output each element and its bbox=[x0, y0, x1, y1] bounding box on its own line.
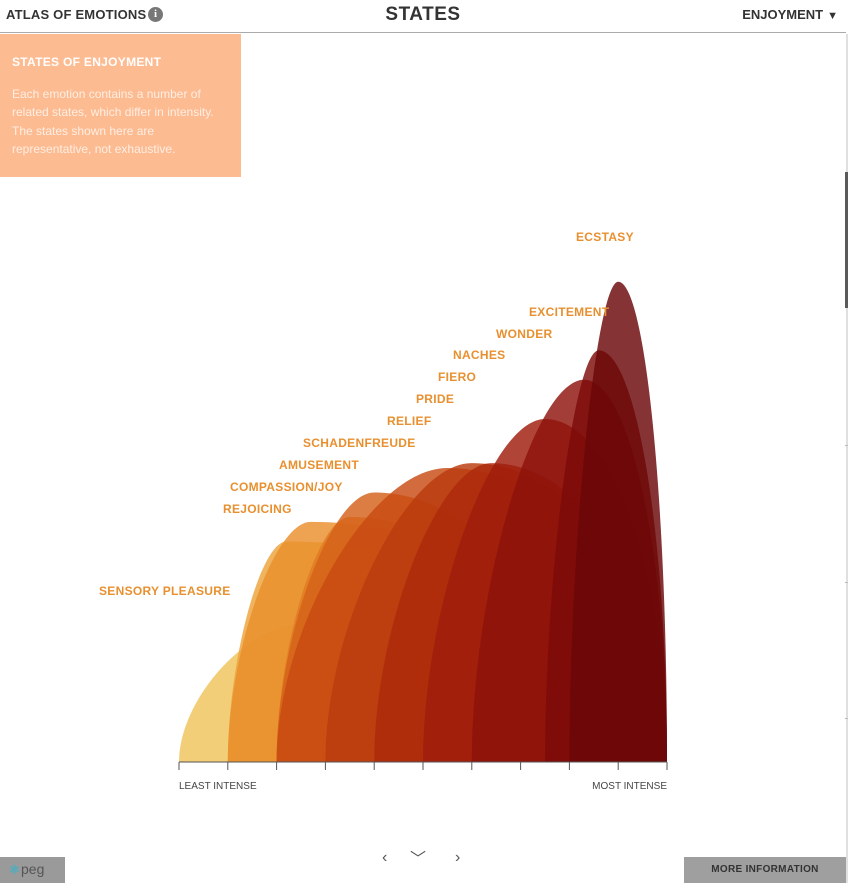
state-label[interactable]: RELIEF bbox=[387, 414, 431, 428]
scroll-divider bbox=[845, 445, 848, 446]
next-arrow-icon[interactable]: › bbox=[455, 849, 461, 866]
peg-logo[interactable]: ✱ peg bbox=[0, 857, 65, 883]
states-chart: SENSORY PLEASURE REJOICING COMPASSION/JOY A… bbox=[99, 230, 668, 792]
state-label[interactable]: SCHADENFREUDE bbox=[303, 436, 416, 450]
state-area-ecstasy[interactable] bbox=[569, 281, 667, 762]
scroll-divider bbox=[845, 718, 848, 719]
top-bar: ATLAS OF EMOTIONS i STATES ENJOYMENT ▼ bbox=[0, 0, 846, 33]
state-label[interactable]: REJOICING bbox=[223, 502, 292, 516]
state-label[interactable]: WONDER bbox=[496, 327, 552, 341]
info-icon[interactable]: i bbox=[148, 7, 163, 22]
state-label[interactable]: NACHES bbox=[453, 348, 505, 362]
scrollbar-track[interactable] bbox=[846, 34, 848, 883]
scrollbar-thumb[interactable] bbox=[845, 172, 848, 308]
state-label[interactable]: PRIDE bbox=[416, 392, 454, 406]
scroll-divider bbox=[845, 582, 848, 583]
state-label[interactable]: AMUSEMENT bbox=[279, 458, 359, 472]
caret-down-icon: ▼ bbox=[827, 10, 838, 22]
axis-label-most-intense: MOST INTENSE bbox=[592, 781, 667, 792]
state-label[interactable]: COMPASSION/JOY bbox=[230, 480, 343, 494]
atlas-title[interactable]: ATLAS OF EMOTIONS bbox=[6, 7, 147, 22]
axis-label-least-intense: LEAST INTENSE bbox=[179, 781, 257, 792]
prev-arrow-icon[interactable]: ‹ bbox=[382, 849, 388, 866]
state-label[interactable]: EXCITEMENT bbox=[529, 305, 610, 319]
peg-figure-icon: ✱ bbox=[9, 862, 20, 877]
emotion-dropdown[interactable]: ENJOYMENT ▼ bbox=[742, 7, 838, 22]
more-information-button[interactable]: MORE INFORMATION bbox=[684, 857, 846, 883]
states-info-panel: STATES OF ENJOYMENT Each emotion contain… bbox=[0, 34, 241, 177]
peg-logo-text: peg bbox=[21, 861, 45, 877]
emotion-dropdown-label: ENJOYMENT bbox=[742, 7, 824, 22]
info-panel-text: Each emotion contains a number of relate… bbox=[12, 87, 214, 156]
scroll-down-icon[interactable]: ﹀ bbox=[410, 851, 427, 868]
state-label[interactable]: SENSORY PLEASURE bbox=[99, 584, 231, 598]
state-label[interactable]: FIERO bbox=[438, 370, 476, 384]
info-panel-heading: STATES OF ENJOYMENT bbox=[12, 55, 162, 69]
state-label[interactable]: ECSTASY bbox=[576, 230, 634, 244]
page-title: STATES bbox=[385, 4, 461, 25]
